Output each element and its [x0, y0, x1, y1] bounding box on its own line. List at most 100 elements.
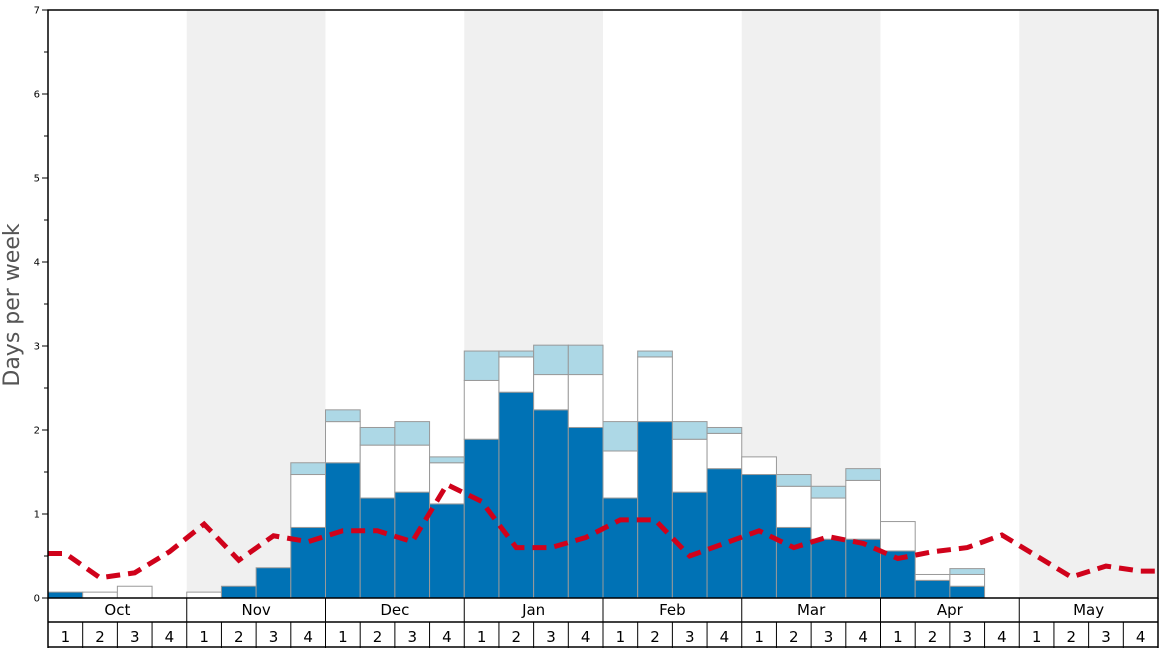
week-label: 2 [928, 628, 938, 646]
week-label: 2 [373, 628, 383, 646]
bar-segment-dark [949, 585, 986, 599]
bar-segment-top [359, 426, 396, 446]
bar-segment-middle [533, 374, 569, 411]
bar-segment-middle [845, 479, 881, 540]
month-label: Oct [104, 601, 130, 619]
bar-segment-dark [220, 585, 257, 599]
week-label: 2 [1067, 628, 1077, 646]
y-axis: 0 1 2 3 4 5 6 7 [34, 6, 48, 605]
bar-segment-top [325, 409, 361, 423]
y-tick-label: 1 [34, 510, 40, 521]
week-label: 4 [1136, 628, 1146, 646]
week-label: 1 [477, 628, 487, 646]
bar-segment-top [463, 350, 500, 381]
bar-segment-middle [394, 444, 431, 493]
month-label: Feb [659, 601, 686, 619]
bar-segment-middle [810, 497, 847, 540]
bar-segment-middle [880, 521, 916, 552]
week-label: 1 [616, 628, 626, 646]
week-label: 3 [269, 628, 279, 646]
bar-segment-top [671, 421, 708, 440]
month-label: Mar [797, 601, 826, 619]
bar-segment-dark [255, 567, 292, 599]
bar-segment-dark [637, 421, 673, 599]
month-band [1019, 10, 1158, 598]
y-tick-label: 3 [34, 342, 40, 353]
bar-segment-top [429, 456, 465, 464]
bar-segment-dark [602, 497, 639, 599]
month-label: Jan [521, 601, 545, 619]
bar-segment-dark [498, 391, 535, 599]
week-label: 2 [95, 628, 105, 646]
bar-segment-middle [325, 421, 361, 464]
week-label: 2 [512, 628, 522, 646]
bar-segment-middle [359, 444, 396, 499]
bar-segment-middle [186, 591, 222, 599]
bar-segment-middle [498, 356, 535, 393]
bar-segment-dark [914, 579, 951, 599]
week-label: 3 [962, 628, 972, 646]
bar-segment-dark [810, 538, 847, 599]
bar-segment-middle [706, 432, 743, 470]
average-line [48, 481, 1158, 581]
bar-segment-middle [290, 474, 326, 528]
week-label: 3 [685, 628, 695, 646]
week-label: 4 [303, 628, 313, 646]
bar-segment-top [533, 344, 569, 376]
week-label: 3 [824, 628, 834, 646]
week-label: 1 [1032, 628, 1042, 646]
week-label: 4 [442, 628, 452, 646]
week-label: 3 [130, 628, 140, 646]
bar-segment-top [567, 344, 604, 376]
month-label: May [1073, 601, 1104, 619]
week-label: 2 [650, 628, 660, 646]
bar-segment-top [637, 350, 673, 358]
bar-segment-middle [116, 585, 153, 599]
month-label: Apr [937, 601, 964, 619]
x-axis: Oct Nov Dec Jan Feb Mar Apr May 1 2 3 4 1 2 3 4 1 2 3 4 1 2 3 4… [47, 598, 1159, 648]
bar-segment-middle [637, 356, 673, 423]
bar-segment-middle [775, 485, 812, 528]
bar-segment-dark [706, 468, 743, 599]
week-label: 3 [1101, 628, 1111, 646]
bar-segment-dark [533, 409, 569, 599]
y-tick-label: 6 [34, 90, 40, 101]
week-label: 2 [234, 628, 244, 646]
bar-segment-middle [567, 374, 604, 428]
y-tick-label: 5 [34, 174, 40, 185]
bar-segment-middle [429, 462, 465, 505]
week-label: 4 [720, 628, 730, 646]
bar-segment-top [810, 485, 847, 499]
bar-segment-top [845, 468, 881, 481]
week-label: 1 [61, 628, 71, 646]
week-label: 4 [858, 628, 868, 646]
bar-segment-top [498, 350, 535, 358]
week-label: 3 [407, 628, 417, 646]
y-tick-label: 7 [34, 6, 40, 17]
month-bands [186, 10, 1158, 598]
month-label: Dec [380, 601, 409, 619]
bar-segment-top [290, 462, 326, 476]
bar-segment-middle [602, 450, 639, 499]
bar-segment-middle [463, 379, 500, 440]
bar-segment-dark [567, 426, 604, 599]
week-label: 4 [165, 628, 175, 646]
week-label: 4 [581, 628, 591, 646]
bar-segment-dark [359, 497, 396, 599]
bar-segment-middle [949, 573, 986, 587]
week-label: 1 [754, 628, 764, 646]
bar-segment-dark [775, 526, 812, 599]
y-tick-label: 2 [34, 426, 40, 437]
bar-segment-dark [47, 591, 84, 599]
week-label: 1 [199, 628, 209, 646]
bar-segment-top [949, 568, 986, 575]
bar-segment-top [775, 474, 812, 487]
average-line-path [48, 481, 1158, 581]
week-label: 4 [997, 628, 1007, 646]
bar-segment-middle [914, 573, 951, 581]
bar-segment-top [602, 421, 639, 452]
bar-segment-top [394, 421, 431, 446]
y-tick-label: 0 [34, 594, 40, 605]
week-label: 3 [546, 628, 556, 646]
